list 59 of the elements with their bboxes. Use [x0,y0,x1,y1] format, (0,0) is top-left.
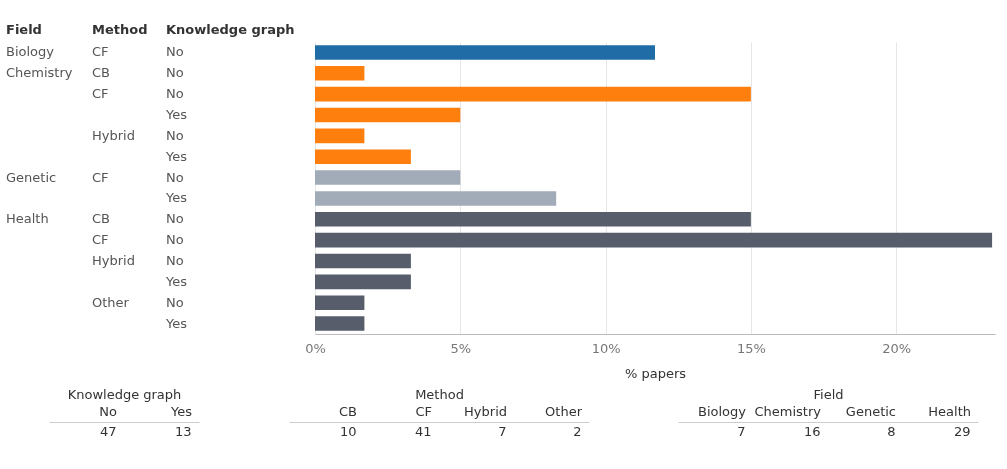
x-tick-label: 5% [450,340,472,356]
category-label: Genetic [845,403,896,419]
data-label: 47 [99,424,117,439]
bar [315,211,751,227]
bar [315,128,365,144]
bar [315,170,461,185]
data-label: 29 [953,424,971,439]
category-label: Health CB No [6,211,184,227]
data-label: 10 [339,424,356,439]
bar [315,65,365,81]
bar [315,45,655,60]
x-tick-label: 0% [305,340,326,356]
category-label: Other No [92,294,184,310]
category-label: Biology [698,403,747,419]
data-label: 7 [497,424,506,439]
data-label: 13 [174,424,192,439]
bar [315,86,751,102]
category-label: No [99,403,118,419]
text: Method [414,386,464,402]
category-label: Other [544,403,583,419]
text: Knowledge graph [67,386,182,402]
bar [315,191,557,206]
bar [315,253,411,269]
data-label: 7 [737,424,746,439]
category-label: Chemistry [754,403,822,419]
y-tick-label: Yes [165,273,188,289]
bar [315,232,993,248]
category-label: Biology CF No [6,44,184,60]
category-label: CF No [92,86,184,102]
bar [315,274,411,290]
x-tick-label: 10% [591,340,621,356]
y-tick-label: Yes [165,107,188,122]
category-label: CF [414,403,432,419]
category-label: CB [338,403,357,419]
data-label: 41 [414,424,431,439]
text: Field [813,386,844,402]
bar [315,295,365,311]
y-tick-label: Yes [165,148,188,164]
category-label: CF No [92,232,184,248]
category-label: Genetic CF No [6,169,184,185]
x-axis-title: % papers [624,365,687,381]
text: Field [6,22,42,37]
category-label: Chemistry CB No [6,65,184,81]
category-label: Hybrid [463,403,507,419]
x-tick-label: 15% [736,340,766,356]
y-tick-label: Yes [165,315,188,331]
bar [315,316,365,331]
data-label: 2 [572,424,581,439]
x-tick-label: 20% [882,340,912,356]
text: Knowledge graph [166,22,295,37]
category-label: Hybrid No [92,127,184,143]
text: Method [92,22,148,37]
category-label: Health [928,403,971,419]
category-label: Hybrid No [92,253,184,268]
bar [315,107,461,123]
data-label: 16 [803,424,821,439]
data-label: 8 [887,424,896,439]
bar [315,149,411,165]
y-tick-label: Yes [165,190,188,206]
